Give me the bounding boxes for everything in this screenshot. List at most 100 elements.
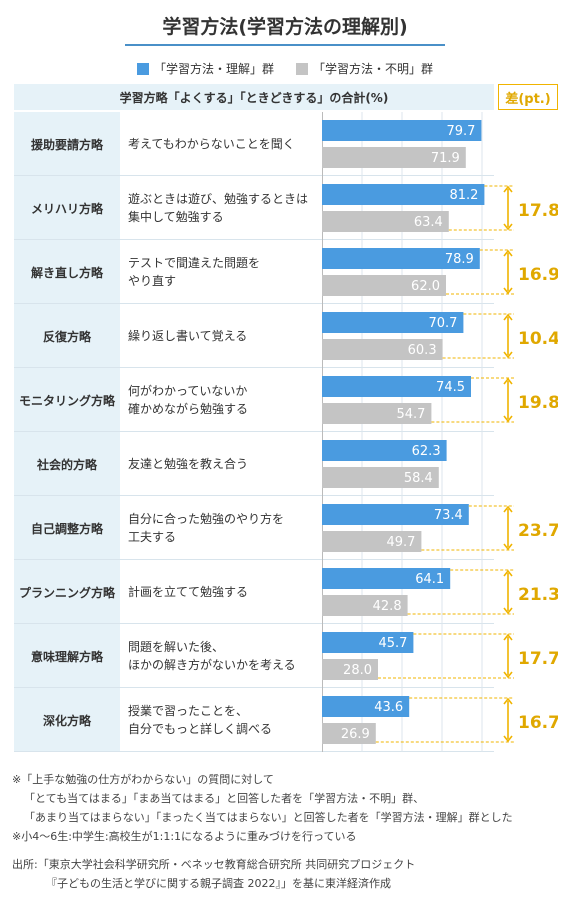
bar-understand <box>322 632 414 653</box>
bar-unclear <box>322 659 378 680</box>
category-label: 自己調整方略 <box>14 496 120 560</box>
source-line: 『子どもの生活と学びに関する親子調査 2022』」を基に東洋経済作成 <box>46 877 391 890</box>
category-description: テストで間違えた問題を やり直す <box>128 240 318 304</box>
description-line: 自分に合った勉強のやり方を <box>128 512 285 526</box>
data-label-understand: 70.7 <box>428 316 457 331</box>
bar-unclear <box>322 275 446 296</box>
category-label: 社会的方略 <box>14 432 120 496</box>
description-line: 授業で習ったことを、 <box>128 704 249 718</box>
chart-subtitle: 学習方略「よくする」「ときどきする」の合計(%) <box>14 84 494 110</box>
description-line: 遊ぶときは遊び、勉強するときは <box>128 192 309 206</box>
source-line: 出所:「東京大学社会科学研究所・ベネッセ教育総合研究所 共同研究プロジェクト <box>12 858 416 871</box>
diff-arrow-head-down <box>503 607 513 615</box>
category-label: 援助要請方略 <box>14 112 120 176</box>
description-line: やり直す <box>128 274 177 288</box>
bar-understand <box>322 312 464 333</box>
category-label: モニタリング方略 <box>14 368 120 432</box>
data-label-understand: 81.2 <box>449 188 478 203</box>
data-label-unclear: 62.0 <box>411 279 440 294</box>
diff-value-label: 17.7 <box>518 649 558 669</box>
bar-unclear <box>322 339 443 360</box>
table-row: 解き直し方略 テストで間違えた問題を やり直す <box>14 240 494 304</box>
note-line: ※小4〜6生:中学生:高校生が1:1:1になるように重みづけを行っている <box>12 830 357 843</box>
category-description: 友達と勉強を教え合う <box>128 432 318 496</box>
category-description: 繰り返し書いて覚える <box>128 304 318 368</box>
note-line: 「とても当てはまる」「まあ当てはまる」と回答した者を「学習方法・不明」群、 <box>24 792 425 805</box>
row-divider <box>14 751 494 752</box>
table-row: 援助要請方略 考えてもわからないことを聞く <box>14 112 494 176</box>
data-label-unclear: 26.9 <box>341 727 370 742</box>
bar-understand <box>322 120 482 141</box>
diff-arrow-head-down <box>503 543 513 551</box>
bar-unclear <box>322 211 449 232</box>
legend-label-understand: 「学習方法・理解」群 <box>153 62 274 76</box>
description-line: 何がわかっていないか <box>128 384 248 398</box>
description-line: ほかの解き方がないかを考える <box>128 658 296 672</box>
category-description: 自分に合った勉強のやり方を 工夫する <box>128 496 318 560</box>
diff-arrow-head-down <box>503 415 513 423</box>
category-description: 遊ぶときは遊び、勉強するときは 集中して勉強する <box>128 176 318 240</box>
bar-chart: 79.7 71.9 81.2 63.4 17.8 78.9 62.0 16.9 70.7 60.3… <box>322 112 558 752</box>
bar-understand <box>322 696 410 717</box>
data-label-unclear: 58.4 <box>404 471 433 486</box>
category-label: メリハリ方略 <box>14 176 120 240</box>
category-description: 授業で習ったことを、自分でもっと詳しく調べる <box>128 688 318 752</box>
diff-arrow-head-down <box>503 671 513 679</box>
description-line: 計画を立てて勉強する <box>128 585 249 599</box>
description-line: 問題を解いた後、 <box>128 640 225 654</box>
title-underline <box>125 44 445 46</box>
description-line: 工夫する <box>128 530 177 544</box>
diff-arrow-head-up <box>503 185 513 193</box>
data-label-unclear: 42.8 <box>373 599 402 614</box>
data-label-unclear: 49.7 <box>386 535 415 550</box>
bar-unclear <box>322 595 408 616</box>
diff-arrow-head-up <box>503 569 513 577</box>
note-line: 「あまり当てはまらない」「まったく当てはまらない」と回答した者を「学習方法・理解… <box>24 811 513 824</box>
diff-value-label: 17.8 <box>518 201 558 221</box>
data-label-understand: 64.1 <box>415 572 444 587</box>
diff-value-label: 16.9 <box>518 265 558 285</box>
table-row: プランニング方略 計画を立てて勉強する <box>14 560 494 624</box>
diff-arrow-head-up <box>503 377 513 385</box>
row-divider <box>14 303 494 304</box>
description-line: 確かめながら勉強する <box>128 402 249 416</box>
data-label-unclear: 60.3 <box>408 343 437 358</box>
diff-value-label: 21.3 <box>518 585 558 605</box>
description-line: 考えてもわからないことを聞く <box>128 137 295 151</box>
legend-swatch-understand <box>136 62 149 75</box>
diff-value-label: 19.8 <box>518 393 558 413</box>
diff-arrow-head-down <box>503 735 513 743</box>
diff-header: 差(pt.) <box>498 84 558 110</box>
diff-value-label: 10.4 <box>518 329 558 349</box>
diff-arrow-head-down <box>503 287 513 295</box>
data-label-understand: 78.9 <box>445 252 474 267</box>
table-row: 深化方略 授業で習ったことを、自分でもっと詳しく調べる <box>14 688 494 752</box>
notes: ※「上手な勉強の仕方がわからない」の質問に対して 「とても当てはまる」「まあ当て… <box>12 770 562 846</box>
row-divider <box>14 239 494 240</box>
description-line: テストで間違えた問題を <box>128 256 261 270</box>
category-description: 何がわかっていないか 確かめながら勉強する <box>128 368 318 432</box>
diff-arrow-head-up <box>503 313 513 321</box>
bar-understand <box>322 184 485 205</box>
bar-unclear <box>322 723 376 744</box>
table-row: 反復方略 繰り返し書いて覚える <box>14 304 494 368</box>
data-label-unclear: 28.0 <box>343 663 372 678</box>
table-row: メリハリ方略 遊ぶときは遊び、勉強するときは 集中して勉強する <box>14 176 494 240</box>
note-line: ※「上手な勉強の仕方がわからない」の質問に対して <box>12 773 274 786</box>
diff-arrow-head-up <box>503 505 513 513</box>
category-description: 考えてもわからないことを聞く <box>128 112 318 176</box>
diff-arrow-head-up <box>503 697 513 705</box>
category-label: 意味理解方略 <box>14 624 120 688</box>
description-line: 友達と勉強を教え合う <box>128 457 249 471</box>
table-row: 社会的方略 友達と勉強を教え合う <box>14 432 494 496</box>
description-line: 自分でもっと詳しく調べる <box>128 722 273 736</box>
description-line: 繰り返し書いて覚える <box>128 329 248 343</box>
category-label: プランニング方略 <box>14 560 120 624</box>
table-row: 自己調整方略 自分に合った勉強のやり方を 工夫する <box>14 496 494 560</box>
data-label-understand: 62.3 <box>412 444 441 459</box>
category-description: 計画を立てて勉強する <box>128 560 318 624</box>
data-label-understand: 74.5 <box>436 380 465 395</box>
data-label-understand: 43.6 <box>374 700 403 715</box>
category-label: 深化方略 <box>14 688 120 752</box>
diff-arrow-head-up <box>503 249 513 257</box>
